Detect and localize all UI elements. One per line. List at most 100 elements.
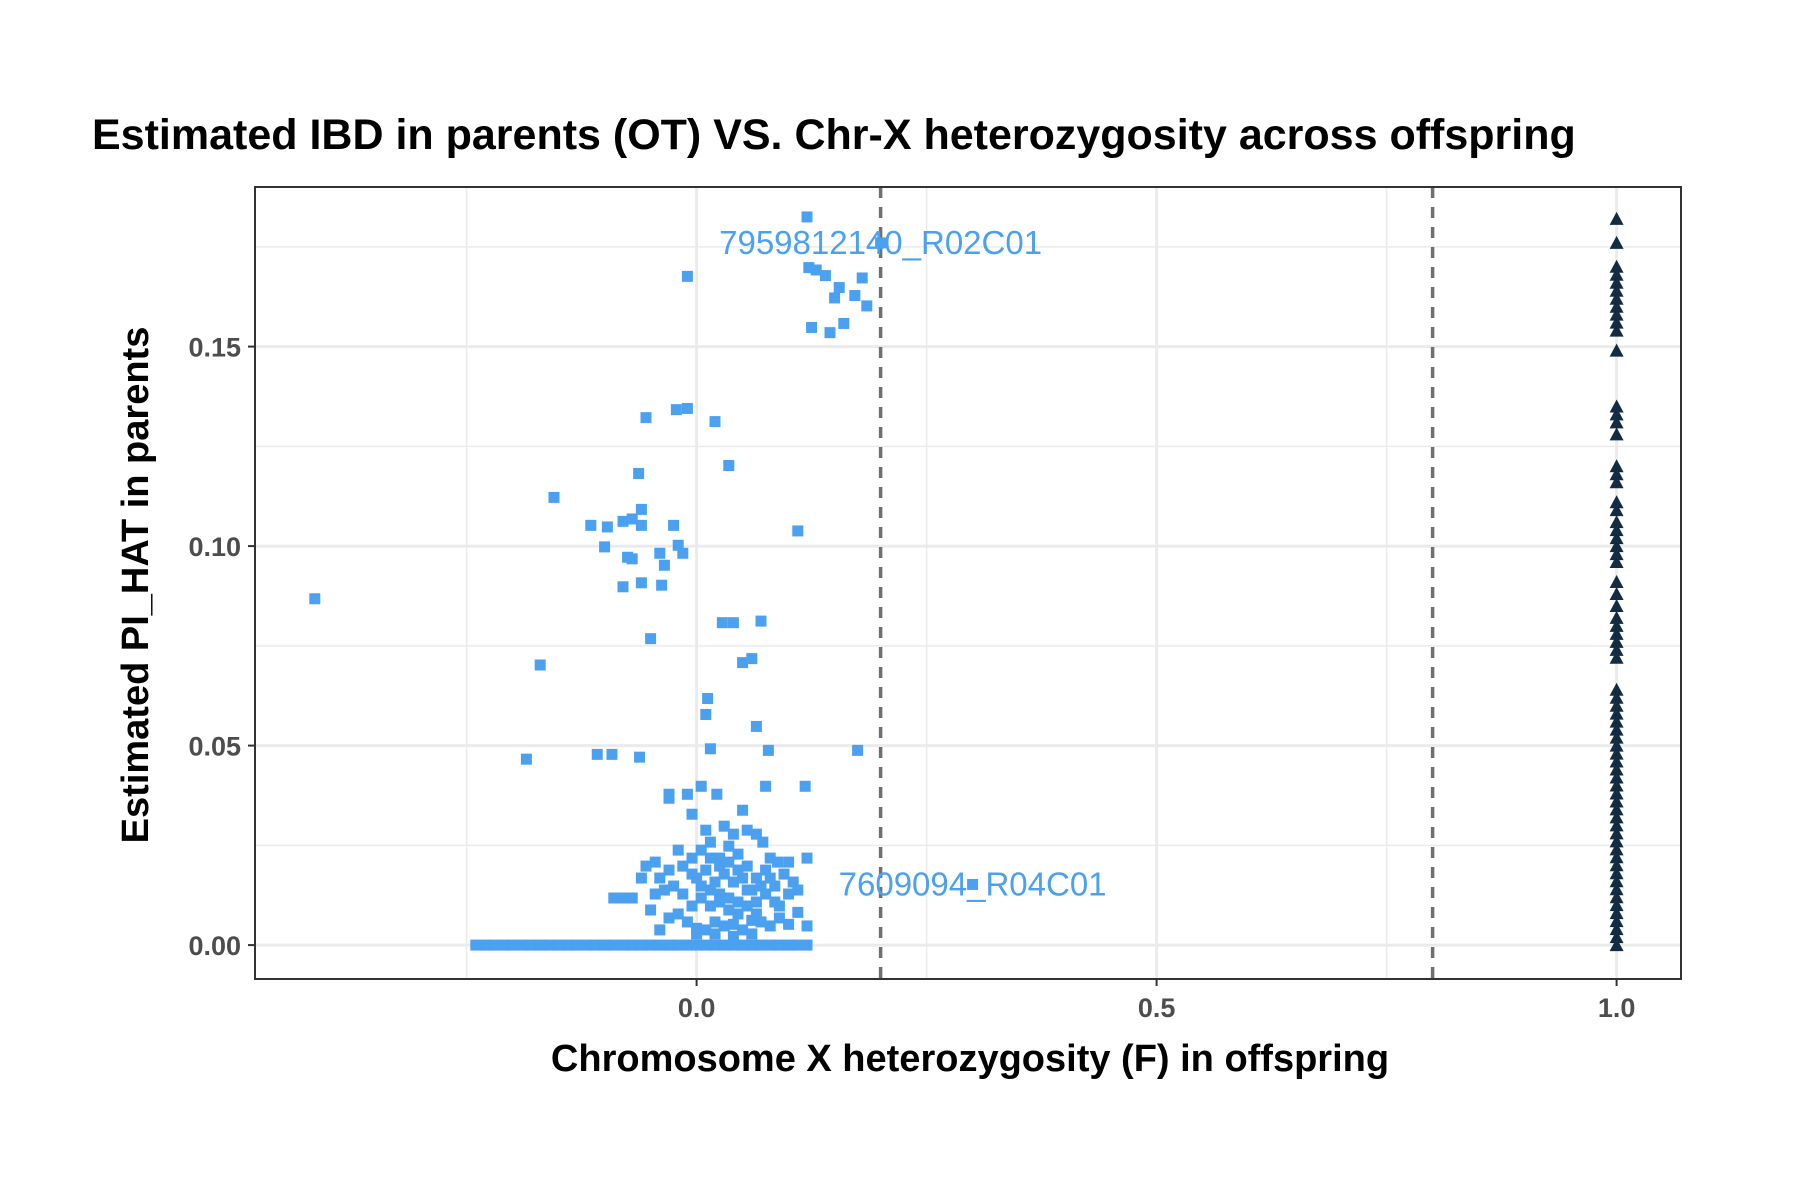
point-square (507, 939, 519, 951)
point-square (695, 892, 707, 904)
point-square (709, 876, 721, 888)
point-square (626, 553, 638, 565)
point-triangle (1609, 746, 1624, 760)
point-square (617, 939, 629, 951)
point-square (672, 908, 684, 920)
point-square (746, 939, 758, 951)
point-triangle (1609, 714, 1624, 728)
point-square (695, 844, 707, 856)
point-triangle (1609, 618, 1624, 632)
point-square (681, 402, 693, 414)
point-square (626, 939, 638, 951)
point-square (723, 904, 735, 916)
point-square (686, 808, 698, 820)
point-triangle (1609, 826, 1624, 840)
point-square (755, 615, 767, 627)
point-square (553, 939, 565, 951)
point-square (737, 804, 749, 816)
point-triangle (1609, 706, 1624, 720)
point-square (750, 720, 762, 732)
point-triangle (1609, 515, 1624, 529)
point-square (737, 939, 749, 951)
point-square (799, 780, 811, 792)
point-triangle (1609, 475, 1624, 489)
point-square (640, 412, 652, 424)
data-points (309, 211, 1624, 952)
point-square (829, 292, 841, 304)
point-triangle (1609, 778, 1624, 792)
point-square (792, 884, 804, 896)
point-square (704, 743, 716, 755)
point-square (677, 860, 689, 872)
point-square (714, 888, 726, 900)
point-square (654, 939, 666, 951)
point-square (714, 852, 726, 864)
point-square (617, 581, 629, 593)
point-triangle (1609, 495, 1624, 509)
point-square (640, 860, 652, 872)
point-square (783, 856, 795, 868)
y-axis-ticks: 0.00 0.05 0.10 0.15 (188, 333, 255, 961)
point-square (672, 844, 684, 856)
point-square (654, 547, 666, 559)
point-square (810, 264, 822, 276)
point-square (672, 939, 684, 951)
point-square (700, 939, 712, 951)
point-triangle (1609, 770, 1624, 784)
point-square (723, 459, 735, 471)
point-square (737, 924, 749, 936)
point-square (617, 515, 629, 527)
chart-title: Estimated IBD in parents (OT) VS. Chr-X … (92, 111, 1576, 159)
point-square (626, 892, 638, 904)
point-square (787, 876, 799, 888)
point-triangle (1609, 858, 1624, 872)
point-square (548, 491, 560, 503)
point-square (723, 840, 735, 852)
point-square (309, 593, 321, 605)
point-triangle (1609, 682, 1624, 696)
panel-background (255, 187, 1681, 979)
point-square (663, 912, 675, 924)
point-triangle (1609, 547, 1624, 561)
point-square (534, 659, 546, 671)
point-triangle (1609, 842, 1624, 856)
point-square (599, 541, 611, 553)
point-triangle (1609, 906, 1624, 920)
point-square (723, 892, 735, 904)
point-square (479, 939, 491, 951)
point-square (769, 896, 781, 908)
point-triangle (1609, 555, 1624, 569)
point-square (709, 416, 721, 428)
plot-panel: 7959812140_R02C01 7609094_R04C01 (254, 186, 1682, 980)
point-square (801, 920, 813, 932)
point-triangle (1609, 610, 1624, 624)
point-triangle (1609, 459, 1624, 473)
point-triangle (1609, 874, 1624, 888)
point-square (691, 928, 703, 940)
point-square (732, 908, 744, 920)
point-square (649, 888, 661, 900)
point-square (599, 939, 611, 951)
annotation-label: 7959812140_R02C01 (719, 224, 1042, 261)
point-square (681, 788, 693, 800)
point-square (760, 780, 772, 792)
point-triangle (1609, 259, 1624, 273)
point-triangle (1609, 834, 1624, 848)
point-triangle (1609, 914, 1624, 928)
point-square (580, 939, 592, 951)
point-triangle (1609, 307, 1624, 321)
point-square (704, 884, 716, 896)
point-triangle (1609, 575, 1624, 589)
point-square (861, 300, 873, 312)
point-square (585, 519, 597, 531)
point-triangle (1609, 866, 1624, 880)
point-triangle (1609, 598, 1624, 612)
point-square (681, 939, 693, 951)
point-square (516, 939, 528, 951)
point-triangle (1609, 818, 1624, 832)
point-square (746, 653, 758, 665)
point-square (534, 939, 546, 951)
point-square (670, 404, 682, 416)
x-axis-ticks: 0.0 0.5 1.0 (678, 979, 1635, 1023)
point-square (806, 321, 818, 333)
